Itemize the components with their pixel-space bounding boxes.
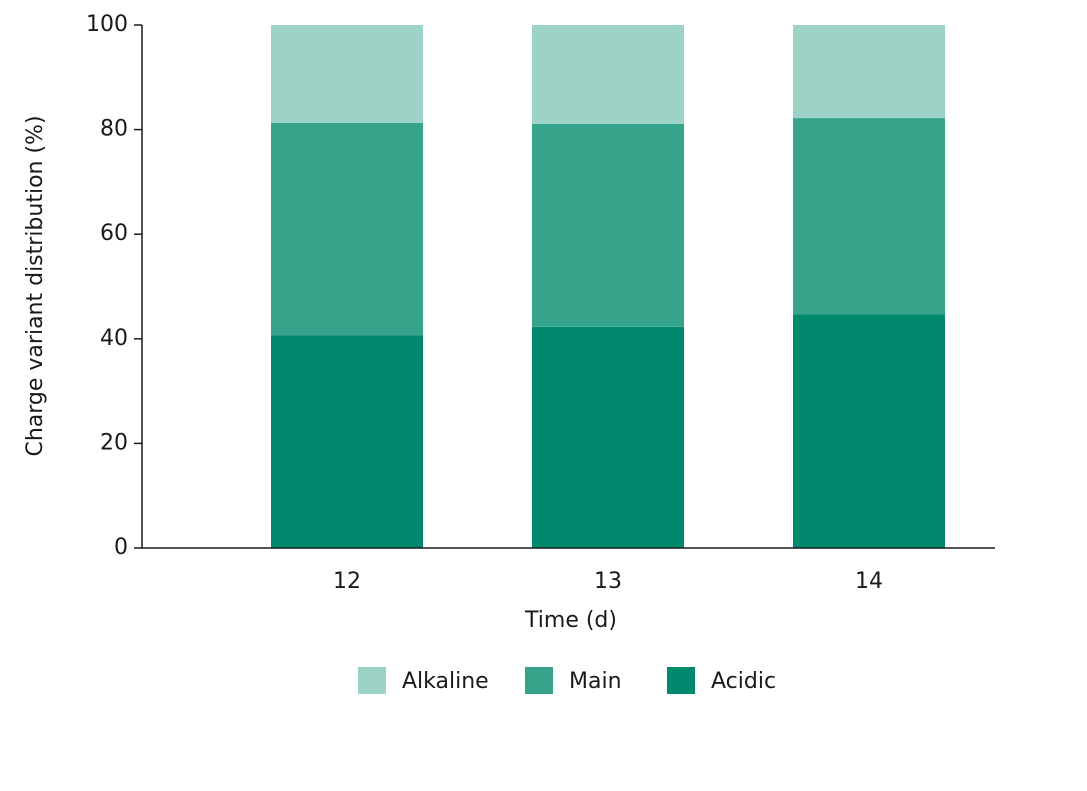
legend-label: Alkaline [402, 669, 489, 694]
y-tick-label: 20 [100, 430, 128, 455]
bar-segment [271, 335, 423, 548]
bar-segment [271, 122, 423, 336]
bar-segment [793, 314, 945, 548]
x-tick-label: 12 [333, 569, 361, 594]
x-tick-label: 13 [594, 569, 622, 594]
bar-segment [271, 25, 423, 123]
bar-segment [532, 25, 684, 124]
legend-swatch [667, 667, 695, 694]
legend-swatch [358, 667, 386, 694]
legend-label: Acidic [711, 669, 776, 694]
y-tick-label: 80 [100, 117, 128, 142]
y-axis-label: Charge variant distribution (%) [23, 115, 48, 456]
bar-segment [532, 326, 684, 548]
y-tick-label: 0 [114, 535, 128, 560]
y-tick-label: 60 [100, 221, 128, 246]
x-axis-label: Time (d) [524, 608, 617, 633]
legend-label: Main [569, 669, 622, 694]
legend-swatch [525, 667, 553, 694]
bar-segment [793, 118, 945, 315]
y-tick-label: 40 [100, 326, 128, 351]
y-tick-label: 100 [86, 12, 128, 37]
bar-segment [532, 123, 684, 327]
x-tick-label: 14 [855, 569, 883, 594]
bar-segment [793, 25, 945, 119]
